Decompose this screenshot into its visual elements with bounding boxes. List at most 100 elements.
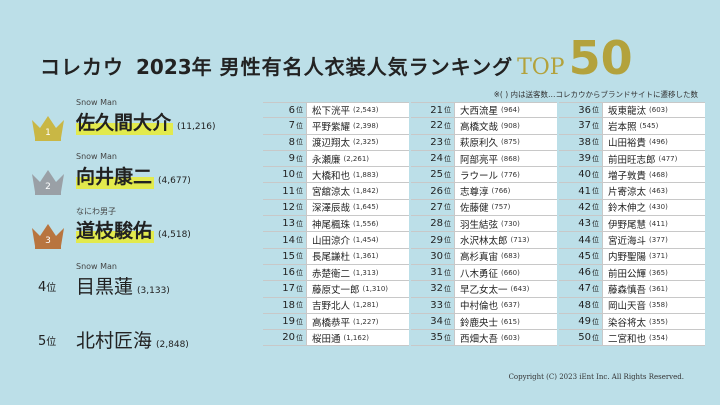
celebrity-name: 阿部亮平 [460,154,499,166]
referral-count: (1,842) [353,187,379,196]
rank-cell: 36 位 [559,103,603,118]
table-row: 19 位高橋恭平 (1,227) [263,313,409,331]
referral-count: (1,281) [353,301,379,310]
rank-cell: 50 位 [559,330,603,346]
referral-count: (468) [649,170,668,179]
rank-cell: 35 位 [411,330,455,346]
referral-count: (875) [501,138,520,147]
table-row: 23 位萩原利久 (875) [411,134,557,151]
referral-count: (2,543) [353,106,379,115]
rank-cell: 24 位 [411,150,455,167]
rank-cell: 40 位 [559,167,603,183]
top-label: TOP [517,55,565,80]
celebrity-name: 片寄涼太 [608,187,647,199]
celebrity-name: 萩原利久 [460,138,499,150]
group-name: なにわ男子 [76,207,116,216]
silver-crown-icon: 2 [32,170,64,195]
top5-item: 2 Snow Man 向井康二 (4,677) [30,152,260,206]
referral-count: (365) [649,268,668,277]
rank-cell: 30 位 [411,248,455,264]
table-row: 49 位染谷将太 (355) [559,313,705,331]
rank-cell: 31 位 [411,264,455,281]
celebrity-name: 桜田通 [312,333,341,345]
referral-count: (4,518) [158,230,191,240]
table-row: 7 位平野紫耀 (2,398) [263,118,409,135]
referral-count: (411) [649,219,668,228]
table-row: 35 位西畑大吾 (603) [411,330,557,347]
referral-count: (1,361) [353,252,379,261]
rank-cell: 23 位 [411,134,455,150]
table-row: 17 位藤原丈一郎 (1,310) [263,281,409,298]
rank-cell: 10 位 [263,167,307,183]
referral-count: (545) [639,121,659,130]
table-row: 22 位高橋文哉 (908) [411,118,557,135]
referral-count: (355) [649,317,668,326]
celebrity-name: 北村匠海 [76,330,153,352]
table-row: 14 位山田涼介 (1,454) [263,232,409,249]
rank-cell: 18 位 [263,297,307,313]
referral-count: (1,883) [353,170,379,179]
celebrity-name: 西畑大吾 [460,333,499,345]
referral-count: (11,216) [177,122,216,132]
rank-cell: 32 位 [411,281,455,297]
celebrity-name: 前田公輝 [608,268,647,280]
rank-cell: 26 位 [411,183,455,199]
referral-count: (358) [649,301,668,310]
table-row: 31 位八木勇征 (660) [411,264,557,282]
celebrity-name: ラウール [460,170,499,182]
celebrity-name: 山田裕貴 [608,138,647,150]
referral-count: (776) [501,170,520,179]
celebrity-name: 伊野尾慧 [608,219,647,231]
table-row: 6 位松下洸平 (2,543) [263,102,409,119]
celebrity-name: 前田旺志郎 [608,154,656,166]
top5-item: 1 Snow Man 佐久間大介 (11,216) [30,98,260,152]
celebrity-name: 宮舘涼太 [312,187,351,199]
referral-count: (603) [649,106,668,115]
year-label: 2023年 [136,55,212,79]
rank-cell: 42 位 [559,199,603,216]
celebrity-name: 増子敦貴 [608,170,647,182]
referral-count: (377) [649,236,668,245]
referral-count: (1,556) [353,219,379,228]
table-row: 37 位岩本照 (545) [559,118,705,135]
page-header: コレカウ 2023年 男性有名人衣装人気ランキング TOP 50 [40,31,633,85]
referral-count: (477) [658,154,678,163]
referral-count: (2,848) [156,340,189,350]
svg-text:2: 2 [45,182,51,192]
rank-cell: 11 位 [263,183,307,199]
referral-count: (2,398) [353,121,379,130]
rank-cell: 29 位 [411,232,455,248]
celebrity-name: 鈴木伸之 [608,203,647,215]
celebrity-name: 高橋恭平 [312,317,351,329]
rank-cell: 20 位 [263,330,307,346]
table-row: 26 位志尊淳 (766) [411,183,557,200]
celebrity-name: 山田涼介 [312,236,351,248]
rank-cell: 46 位 [559,264,603,281]
celebrity-name: 志尊淳 [460,187,489,199]
table-row: 15 位長尾謙杜 (1,361) [263,248,409,265]
celebrity-name: 佐久間大介 [76,108,174,135]
celebrity-name: 吉野北人 [312,301,351,313]
celebrity-name: 染谷将太 [608,317,647,329]
celebrity-name: 道枝駿佑 [76,216,155,243]
referral-count: (1,227) [353,317,379,326]
table-row: 41 位片寄涼太 (463) [559,183,705,200]
table-row: 44 位宮近海斗 (377) [559,232,705,249]
rank-cell: 14 位 [263,232,307,248]
celebrity-name: 岡山天音 [608,301,647,313]
rank-cell: 43 位 [559,216,603,232]
copyright: Copyright (C) 2023 iEnt Inc. All Rights … [508,373,684,381]
rank-cell: 15 位 [263,248,307,264]
referral-count: (1,310) [362,284,389,293]
table-row: 18 位吉野北人 (1,281) [263,297,409,314]
referral-count: (683) [501,252,520,261]
celebrity-name: 早乙女太一 [460,284,508,296]
referral-count: (1,645) [353,203,379,212]
rank-cell: 13 位 [263,216,307,232]
referral-count: (603) [501,333,520,342]
table-row: 48 位岡山天音 (358) [559,297,705,314]
rank-cell: 37 位 [559,118,603,134]
referral-count: (1,162) [343,333,370,342]
group-name: Snow Man [76,152,118,161]
top-number: 50 [568,31,633,85]
